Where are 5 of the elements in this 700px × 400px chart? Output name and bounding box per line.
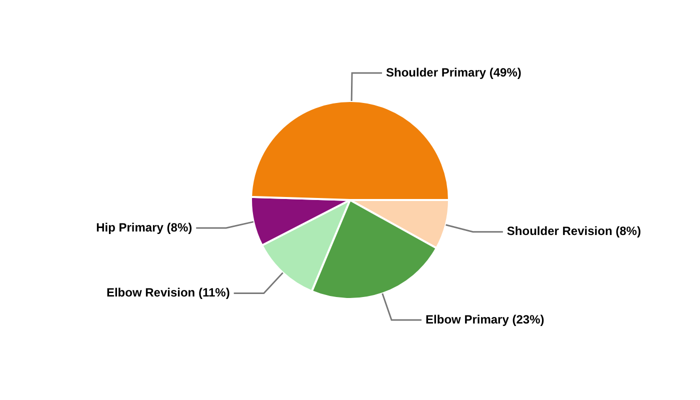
slice-label: Elbow Primary (23%) (426, 312, 544, 326)
slice-label: Shoulder Primary (49%) (386, 65, 522, 80)
slice-label: Shoulder Revision (8%) (506, 224, 641, 238)
slice-label: Hip Primary (8%) (96, 220, 192, 234)
slice-label: Elbow Revision (11%) (106, 286, 230, 300)
